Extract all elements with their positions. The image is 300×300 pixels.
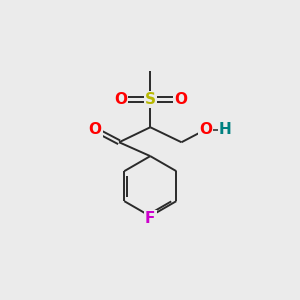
Text: F: F: [145, 211, 155, 226]
Text: O: O: [114, 92, 127, 107]
Text: O: O: [88, 122, 101, 137]
Text: S: S: [145, 92, 156, 107]
Text: O: O: [174, 92, 187, 107]
Text: O: O: [199, 122, 212, 137]
Text: H: H: [219, 122, 232, 137]
